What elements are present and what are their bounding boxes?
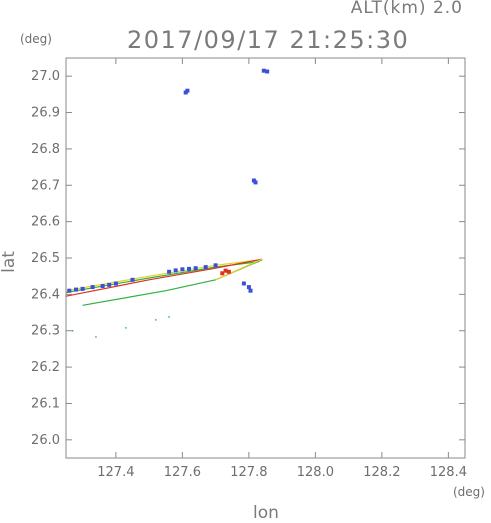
altitude-label: ALT(km) 2.0 (350, 0, 463, 18)
echo-point-west-band (100, 284, 105, 288)
echo-point-west-band (80, 286, 85, 291)
echo-point-sparse-green (155, 319, 157, 321)
y-tick-label: 26.6 (31, 215, 60, 230)
x-tick-label: 128.2 (363, 465, 400, 480)
x-tick-label: 127.8 (230, 465, 267, 480)
x-tick-label: 127.6 (164, 465, 201, 480)
y-tick-label: 26.7 (31, 178, 60, 193)
echo-lines (65, 258, 263, 306)
y-tick-label: 26.9 (31, 106, 60, 121)
echo-point-west-band (90, 285, 95, 290)
y-tick-label: 26.5 (31, 251, 60, 266)
echo-point-south-blobs (248, 288, 253, 293)
echo-points (67, 68, 270, 338)
echo-point-north-echo (265, 69, 270, 74)
y-tick-label: 26.2 (31, 360, 60, 375)
echo-point-west-band (113, 281, 118, 286)
echo-point-west-band (130, 277, 135, 282)
echo-point-central-band (180, 267, 185, 272)
echo-point-west-band (67, 288, 72, 293)
y-tick-label: 26.0 (31, 433, 60, 448)
echo-point-central-band (187, 266, 191, 271)
echo-point-echo-26-71 (253, 180, 258, 185)
x-axis-unit: (deg) (453, 485, 485, 499)
x-axis-ticks: 127.4 127.6 127.8 128.0 128.2 128.4 (97, 58, 467, 480)
echo-point-central-band (193, 266, 198, 271)
echo-point-west-band (107, 282, 112, 287)
echo-point-echo-26-95 (185, 88, 190, 93)
echo-point-central-band (173, 268, 178, 273)
echo-line-red-lower (65, 258, 263, 297)
chart-title: 2017/09/17 21:25:30 (127, 26, 410, 54)
y-tick-label: 26.3 (31, 324, 60, 339)
y-tick-label: 26.1 (31, 396, 60, 411)
x-tick-label: 128.0 (297, 465, 334, 480)
echo-point-south-blobs (246, 285, 251, 290)
x-tick-label: 128.4 (430, 465, 467, 480)
x-tick-label: 127.4 (97, 465, 134, 480)
echo-point-sparse-green (125, 327, 127, 329)
echo-point-north-echo (261, 68, 266, 73)
y-axis-ticks: 26.0 26.1 26.2 26.3 26.4 26.5 26.6 26.7 26.8 26.9… (31, 69, 465, 448)
echo-point-red-core (220, 271, 225, 276)
echo-point-sparse-green (95, 336, 97, 338)
y-tick-label: 26.8 (31, 142, 60, 157)
y-axis-unit: (deg) (20, 32, 52, 46)
echo-point-central-band (213, 263, 218, 268)
echo-point-sparse-green (168, 316, 170, 318)
echo-point-sparse-green (71, 330, 74, 332)
y-tick-label: 27.0 (31, 69, 60, 84)
echo-point-central-band (167, 269, 172, 274)
echo-point-red-core (226, 269, 231, 274)
echo-point-south-blobs (241, 281, 246, 286)
echo-line-yellow-lower (215, 258, 263, 281)
echo-point-red-core (223, 268, 228, 273)
y-tick-label: 26.4 (31, 287, 60, 302)
echo-point-west-band (74, 287, 78, 292)
plot-frame (65, 57, 466, 459)
x-axis-label: lon (253, 503, 279, 523)
echo-point-central-band (203, 265, 208, 270)
